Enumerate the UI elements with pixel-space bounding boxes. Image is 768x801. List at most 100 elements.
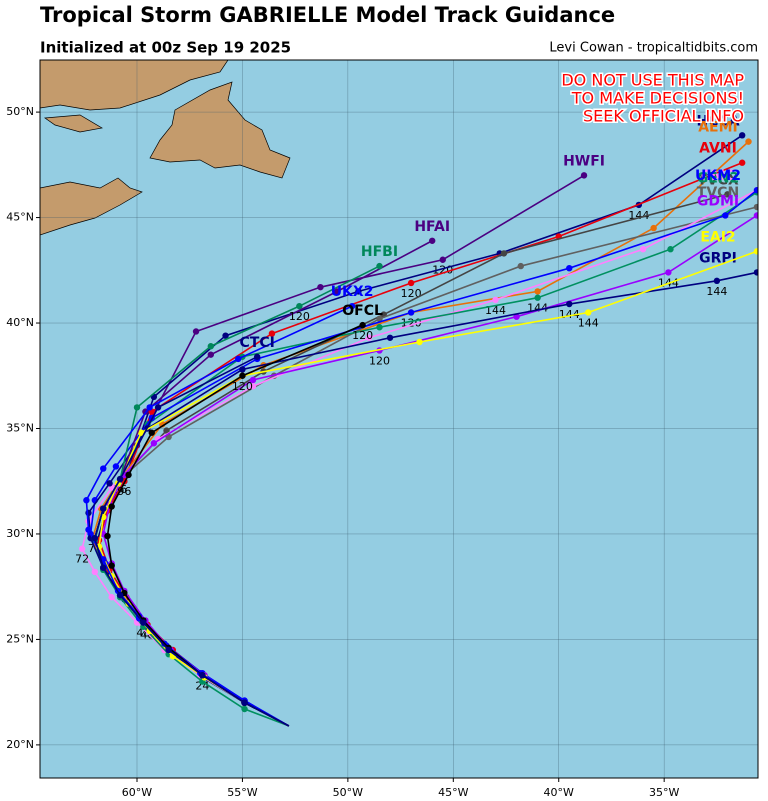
tracks: 24487296120HWFI144HCCA4896120AVNI120AEMI… [40, 60, 758, 778]
x-tick-label: 60°W [122, 786, 152, 799]
hour-label: 120 [232, 380, 253, 393]
y-tick-label: 35°N [6, 421, 34, 434]
track-point [138, 429, 145, 436]
y-tick-label: 50°N [6, 105, 34, 118]
frame [39, 59, 759, 779]
track-point [513, 313, 520, 320]
track-point [91, 534, 99, 542]
hour-label: 24 [195, 679, 209, 692]
track-point [722, 212, 729, 219]
hour-label: 120 [369, 354, 390, 367]
track-point [199, 672, 206, 679]
track-point [517, 262, 524, 270]
track-point [133, 404, 141, 411]
track-point [665, 269, 672, 276]
track-point [580, 172, 588, 179]
track-point [566, 300, 573, 308]
track-point [407, 309, 415, 316]
track-point [235, 355, 242, 363]
model-name: HCCA [696, 113, 739, 129]
track-point [724, 191, 731, 198]
model-name: GDMI [697, 193, 739, 209]
hour-label: 144 [706, 285, 727, 298]
track-point [376, 324, 383, 331]
track-point [100, 505, 107, 512]
track-point [192, 328, 200, 335]
track-point [713, 277, 721, 285]
track-point [108, 562, 115, 569]
track-point [738, 159, 746, 166]
track-point [348, 302, 356, 310]
track-point [239, 372, 246, 379]
track-point [585, 309, 592, 316]
track-point [650, 224, 657, 232]
track-point [534, 294, 541, 301]
island [44, 114, 103, 133]
track-point [249, 383, 257, 390]
track-point [439, 256, 446, 263]
track-point [78, 545, 86, 552]
subtitle: Initialized at 00z Sep 19 2025 [40, 39, 291, 57]
track-point [365, 334, 373, 341]
track-point [241, 705, 248, 713]
model-name: GEN2 [697, 170, 740, 186]
track-point [207, 351, 215, 358]
hour-label: 120 [401, 287, 422, 300]
track-point [106, 480, 113, 487]
nova-scotia [40, 177, 143, 236]
track-point [376, 262, 383, 270]
hour-label: 72 [75, 553, 89, 566]
hour-label: 144 [578, 316, 599, 329]
model-name: HFBI [361, 244, 398, 260]
track-point [376, 315, 383, 323]
model-name: HFAI [414, 219, 450, 235]
x-tick-label: 55°W [227, 786, 257, 799]
track-point [334, 288, 341, 295]
track-point [116, 591, 124, 599]
track-point [268, 330, 276, 337]
track-point [85, 509, 92, 517]
track-point [91, 568, 99, 576]
track-point [163, 427, 170, 434]
x-tick-label: 35°W [649, 786, 679, 799]
track-point [100, 564, 107, 571]
model-name: TVCX [697, 172, 739, 188]
track-point [222, 332, 229, 339]
track-point [753, 248, 758, 255]
model-name: EAI2 [700, 229, 735, 245]
track-point [100, 465, 107, 472]
track-point [154, 404, 162, 411]
track-point [165, 646, 172, 654]
y-tick-label: 20°N [6, 738, 34, 751]
track-point [355, 288, 362, 295]
track-point [140, 619, 147, 626]
y-tick-label: 30°N [6, 527, 34, 540]
track-point [108, 503, 115, 510]
track-point [745, 138, 752, 145]
model-name: AEMI [698, 120, 738, 136]
model-name: GRPI [699, 250, 737, 266]
track-point [753, 212, 758, 219]
track-line [93, 356, 290, 727]
x-tick-label: 45°W [438, 786, 468, 799]
track-point [239, 366, 246, 373]
land [40, 60, 291, 236]
model-name: OFCL [342, 303, 383, 319]
hour-label: 120 [289, 310, 310, 323]
ocean [40, 60, 758, 778]
model-name: UKX2 [331, 284, 374, 300]
track-point [249, 376, 257, 384]
track-point [146, 404, 153, 411]
track-point [566, 264, 573, 272]
credit: Levi Cowan - tropicaltidbits.com [549, 41, 758, 56]
warning-text: TO MAKE DECISIONS! [571, 89, 744, 108]
track-point [429, 237, 436, 244]
track-point [253, 353, 261, 360]
x-tick-label: 40°W [544, 786, 574, 799]
model-name: CTCI [240, 335, 275, 351]
model-name: HWFI [563, 153, 605, 169]
track-point [386, 334, 394, 341]
model-name: AVNI [699, 141, 737, 157]
x-tick-label: 50°W [333, 786, 363, 799]
track-point [104, 532, 111, 540]
